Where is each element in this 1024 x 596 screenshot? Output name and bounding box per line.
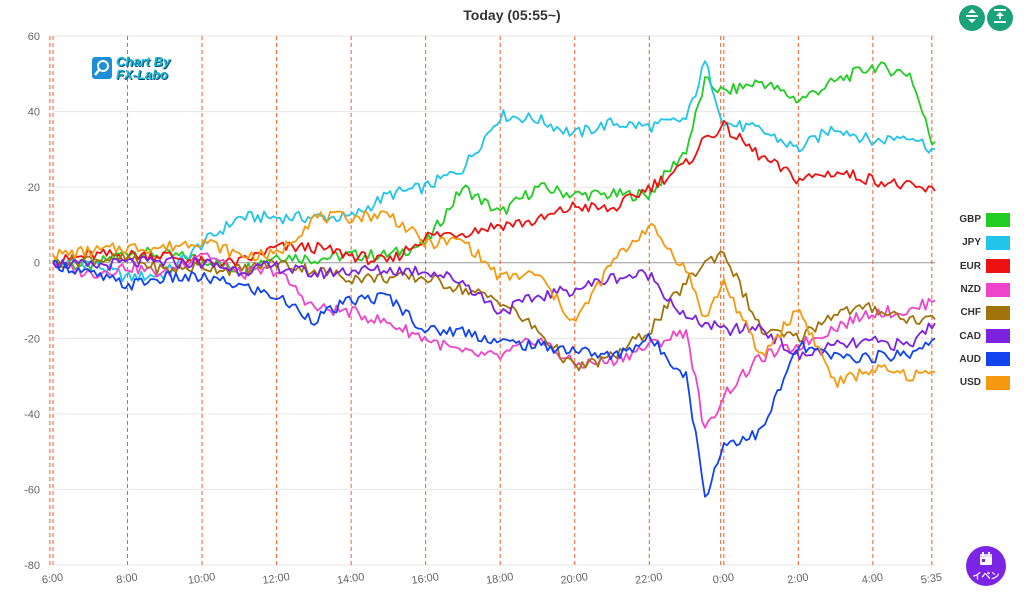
vertical-expand-icon	[964, 8, 980, 29]
fx-labo-logo-icon	[92, 57, 112, 79]
legend-swatch	[986, 212, 1010, 227]
logo-line-1: Chart By	[116, 54, 171, 69]
y-axis-tick-labels: 60 40 20 0 -20 -40 -60 -80	[24, 31, 40, 572]
legend-swatch	[986, 352, 1010, 367]
legend-label: CHF	[960, 307, 981, 319]
y-tick-label: 60	[28, 31, 40, 43]
legend: GBP JPY EUR NZD CHF CAD AUD USD	[940, 208, 1010, 394]
legend-item-eur[interactable]: EUR	[940, 255, 1010, 278]
legend-swatch	[986, 235, 1010, 250]
y-tick-label: 20	[28, 182, 40, 194]
series-line-usd	[52, 210, 936, 389]
x-tick-label: 4:00	[861, 572, 884, 587]
legend-label: AUD	[959, 353, 981, 365]
vertical-expand-button[interactable]	[959, 5, 985, 31]
x-tick-label: 5:35	[920, 572, 943, 587]
legend-label: JPY	[962, 237, 981, 249]
calendar-icon	[979, 551, 993, 571]
y-tick-label: -60	[24, 484, 40, 496]
grid-layer	[53, 35, 935, 566]
chart-logo: Chart By FX-Labo	[92, 55, 170, 81]
x-axis-tick-labels: 6:00 8:00 10:00 12:00 14:00 16:00 18:00 20:00 22…	[41, 571, 943, 587]
series-line-aud	[52, 258, 936, 498]
x-tick-label: 16:00	[411, 571, 440, 587]
x-tick-label: 8:00	[116, 572, 139, 587]
x-tick-label: 22:00	[634, 571, 663, 587]
legend-label: EUR	[959, 260, 981, 272]
y-tick-label: -40	[24, 409, 40, 421]
series-line-jpy	[52, 60, 936, 283]
logo-line-2: FX-Labo	[116, 67, 168, 82]
series-layer	[52, 60, 936, 498]
legend-item-jpy[interactable]: JPY	[940, 231, 1010, 254]
legend-label: USD	[959, 377, 981, 389]
y-tick-label: 0	[34, 258, 40, 270]
x-tick-label: 18:00	[485, 571, 514, 587]
series-line-nzd	[52, 252, 936, 429]
x-tick-label: 6:00	[41, 572, 64, 587]
legend-item-nzd[interactable]: NZD	[940, 278, 1010, 301]
legend-swatch	[986, 329, 1010, 344]
legend-swatch	[986, 259, 1010, 274]
event-button-label: イベン	[972, 570, 1000, 581]
legend-swatch	[986, 282, 1010, 297]
y-tick-label: -20	[24, 333, 40, 345]
event-button[interactable]: イベン	[966, 546, 1006, 586]
x-tick-label: 12:00	[262, 571, 291, 587]
legend-label: GBP	[959, 214, 981, 226]
fit-height-button[interactable]	[987, 5, 1013, 31]
x-tick-label: 0:00	[712, 572, 735, 587]
chart-title: Today (05:55~)	[463, 7, 561, 23]
fit-height-icon	[992, 8, 1008, 29]
legend-item-usd[interactable]: USD	[940, 371, 1010, 394]
series-line-eur	[52, 120, 936, 269]
legend-swatch	[986, 375, 1010, 390]
legend-swatch	[986, 305, 1010, 320]
x-tick-label: 20:00	[560, 571, 589, 587]
x-tick-label: 14:00	[336, 571, 365, 587]
legend-item-gbp[interactable]: GBP	[940, 208, 1010, 231]
legend-item-cad[interactable]: CAD	[940, 324, 1010, 347]
legend-label: CAD	[959, 330, 981, 342]
y-tick-label: 40	[28, 107, 40, 119]
series-line-cad	[52, 255, 936, 361]
legend-item-aud[interactable]: AUD	[940, 348, 1010, 371]
x-tick-label: 10:00	[187, 571, 216, 587]
legend-label: NZD	[960, 284, 981, 296]
legend-item-chf[interactable]: CHF	[940, 301, 1010, 324]
y-tick-label: -80	[24, 560, 40, 572]
x-tick-label: 2:00	[786, 572, 809, 587]
